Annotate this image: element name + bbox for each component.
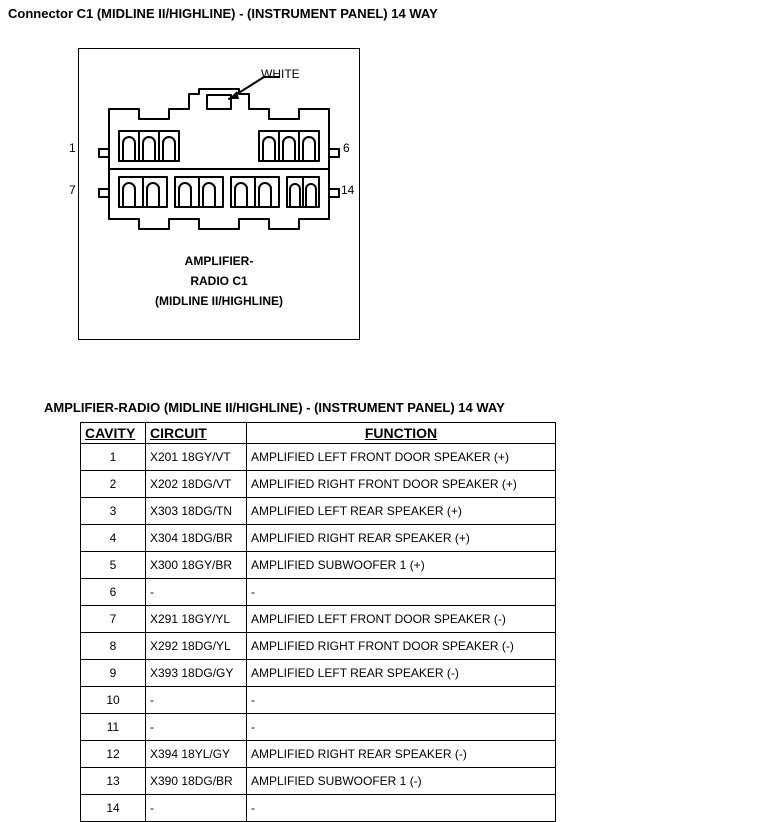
cell-function: AMPLIFIED LEFT REAR SPEAKER (-): [247, 660, 556, 687]
table-body: 1X201 18GY/VTAMPLIFIED LEFT FRONT DOOR S…: [81, 444, 556, 822]
cell-function: AMPLIFIED RIGHT REAR SPEAKER (-): [247, 741, 556, 768]
cell-function: AMPLIFIED RIGHT REAR SPEAKER (+): [247, 525, 556, 552]
cell-circuit: X202 18DG/VT: [146, 471, 247, 498]
cell-circuit: -: [146, 687, 247, 714]
col-header-function: FUNCTION: [247, 423, 556, 444]
cell-cavity: 11: [81, 714, 146, 741]
cell-circuit: -: [146, 579, 247, 606]
cell-cavity: 12: [81, 741, 146, 768]
cell-circuit: X390 18DG/BR: [146, 768, 247, 795]
table-row: 13X390 18DG/BRAMPLIFIED SUBWOOFER 1 (-): [81, 768, 556, 795]
cell-function: AMPLIFIED LEFT REAR SPEAKER (+): [247, 498, 556, 525]
table-row: 9X393 18DG/GYAMPLIFIED LEFT REAR SPEAKER…: [81, 660, 556, 687]
table-row: 14--: [81, 795, 556, 822]
diagram-caption-line3: (MIDLINE II/HIGHLINE): [79, 294, 359, 308]
cell-cavity: 5: [81, 552, 146, 579]
table-header-row: CAVITY CIRCUIT FUNCTION: [81, 423, 556, 444]
cell-cavity: 7: [81, 606, 146, 633]
cell-function: -: [247, 714, 556, 741]
table-row: 6--: [81, 579, 556, 606]
table-row: 10--: [81, 687, 556, 714]
cell-cavity: 13: [81, 768, 146, 795]
cell-function: AMPLIFIED RIGHT FRONT DOOR SPEAKER (-): [247, 633, 556, 660]
cell-circuit: -: [146, 714, 247, 741]
cell-function: AMPLIFIED LEFT FRONT DOOR SPEAKER (-): [247, 606, 556, 633]
cell-circuit: X291 18GY/YL: [146, 606, 247, 633]
cell-function: -: [247, 687, 556, 714]
cell-cavity: 9: [81, 660, 146, 687]
cell-cavity: 4: [81, 525, 146, 552]
cell-circuit: -: [146, 795, 247, 822]
pinout-table: CAVITY CIRCUIT FUNCTION 1X201 18GY/VTAMP…: [80, 422, 556, 822]
table-title: AMPLIFIER-RADIO (MIDLINE II/HIGHLINE) - …: [44, 400, 505, 415]
connector-title: Connector C1 (MIDLINE II/HIGHLINE) - (IN…: [8, 6, 438, 21]
cell-function: -: [247, 579, 556, 606]
table-row: 12X394 18YL/GYAMPLIFIED RIGHT REAR SPEAK…: [81, 741, 556, 768]
col-header-cavity: CAVITY: [81, 423, 146, 444]
pin-label-6: 6: [343, 141, 350, 155]
table-row: 3X303 18DG/TNAMPLIFIED LEFT REAR SPEAKER…: [81, 498, 556, 525]
cell-cavity: 2: [81, 471, 146, 498]
white-color-label: WHITE: [261, 67, 300, 81]
table-row: 7X291 18GY/YLAMPLIFIED LEFT FRONT DOOR S…: [81, 606, 556, 633]
cell-cavity: 1: [81, 444, 146, 471]
cell-circuit: X304 18DG/BR: [146, 525, 247, 552]
cell-circuit: X394 18YL/GY: [146, 741, 247, 768]
table-row: 11--: [81, 714, 556, 741]
table-row: 1X201 18GY/VTAMPLIFIED LEFT FRONT DOOR S…: [81, 444, 556, 471]
cell-circuit: X303 18DG/TN: [146, 498, 247, 525]
diagram-caption-line1: AMPLIFIER-: [79, 254, 359, 268]
cell-function: -: [247, 795, 556, 822]
pin-label-14: 14: [341, 183, 354, 197]
cell-circuit: X300 18GY/BR: [146, 552, 247, 579]
cell-function: AMPLIFIED LEFT FRONT DOOR SPEAKER (+): [247, 444, 556, 471]
cell-function: AMPLIFIED RIGHT FRONT DOOR SPEAKER (+): [247, 471, 556, 498]
table-row: 4X304 18DG/BRAMPLIFIED RIGHT REAR SPEAKE…: [81, 525, 556, 552]
cell-cavity: 8: [81, 633, 146, 660]
connector-diagram-box: WHITE 1 6 7 14 AMPLIFIER- RADIO C1 (MIDL…: [78, 48, 360, 340]
pin-label-1: 1: [69, 141, 76, 155]
page-root: Connector C1 (MIDLINE II/HIGHLINE) - (IN…: [0, 0, 771, 775]
pin-label-7: 7: [69, 183, 76, 197]
diagram-caption-line2: RADIO C1: [79, 274, 359, 288]
table-row: 8X292 18DG/YLAMPLIFIED RIGHT FRONT DOOR …: [81, 633, 556, 660]
cell-cavity: 14: [81, 795, 146, 822]
col-header-circuit: CIRCUIT: [146, 423, 247, 444]
cell-function: AMPLIFIED SUBWOOFER 1 (-): [247, 768, 556, 795]
table-row: 2X202 18DG/VTAMPLIFIED RIGHT FRONT DOOR …: [81, 471, 556, 498]
table-row: 5X300 18GY/BRAMPLIFIED SUBWOOFER 1 (+): [81, 552, 556, 579]
cell-circuit: X201 18GY/VT: [146, 444, 247, 471]
cell-cavity: 10: [81, 687, 146, 714]
cell-circuit: X292 18DG/YL: [146, 633, 247, 660]
cell-circuit: X393 18DG/GY: [146, 660, 247, 687]
connector-svg: [79, 49, 359, 259]
cell-cavity: 6: [81, 579, 146, 606]
cell-function: AMPLIFIED SUBWOOFER 1 (+): [247, 552, 556, 579]
cell-cavity: 3: [81, 498, 146, 525]
